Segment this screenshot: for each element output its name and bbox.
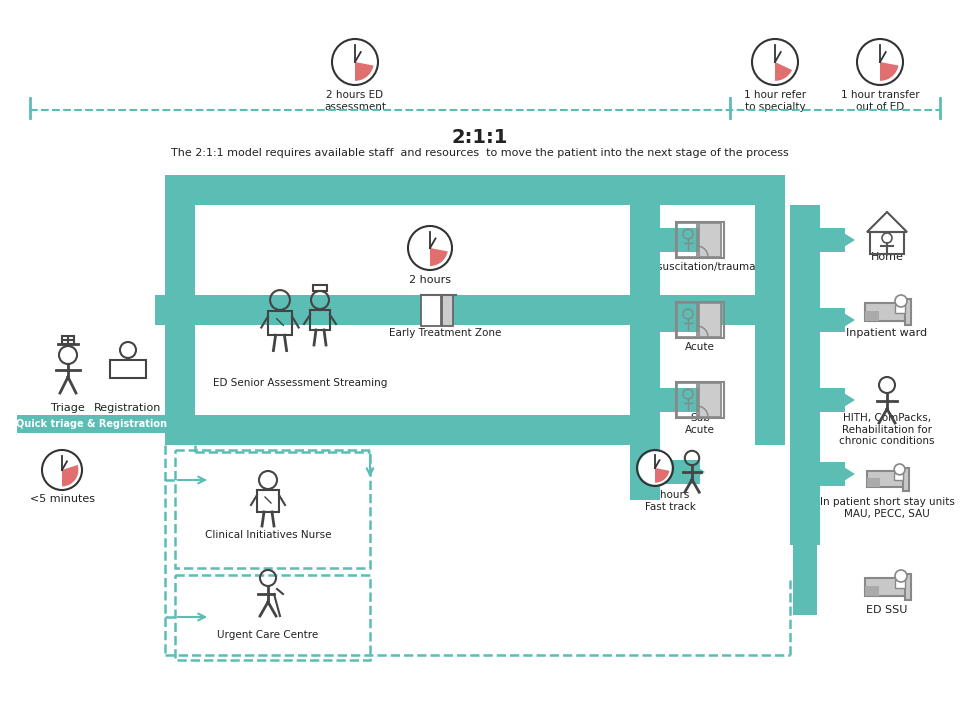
Polygon shape	[836, 388, 855, 412]
Wedge shape	[880, 62, 899, 81]
Circle shape	[895, 295, 907, 307]
Text: HITH, ComPacks,
Rehabilitation for
chronic conditions: HITH, ComPacks, Rehabilitation for chron…	[839, 413, 935, 446]
FancyBboxPatch shape	[155, 295, 200, 325]
FancyBboxPatch shape	[699, 223, 721, 257]
Text: Urgent Care Centre: Urgent Care Centre	[217, 630, 319, 640]
Polygon shape	[836, 228, 855, 252]
Text: ED Senior Assessment Streaming: ED Senior Assessment Streaming	[213, 378, 387, 388]
Wedge shape	[430, 248, 447, 266]
FancyBboxPatch shape	[867, 478, 879, 487]
FancyBboxPatch shape	[790, 467, 836, 481]
Text: Triage: Triage	[51, 403, 84, 413]
FancyBboxPatch shape	[442, 295, 453, 325]
Text: <5 minutes: <5 minutes	[30, 494, 94, 504]
FancyBboxPatch shape	[330, 302, 397, 318]
Polygon shape	[836, 308, 855, 332]
FancyBboxPatch shape	[699, 303, 721, 337]
Text: Sub
Acute: Sub Acute	[685, 413, 715, 435]
Polygon shape	[836, 462, 855, 486]
FancyBboxPatch shape	[790, 205, 820, 545]
Text: Home: Home	[871, 252, 903, 262]
FancyBboxPatch shape	[660, 388, 700, 412]
Circle shape	[859, 41, 901, 83]
FancyBboxPatch shape	[865, 311, 879, 321]
FancyBboxPatch shape	[660, 393, 685, 407]
Text: 2:1:1: 2:1:1	[452, 128, 508, 147]
FancyBboxPatch shape	[865, 303, 909, 321]
Polygon shape	[685, 228, 705, 252]
FancyBboxPatch shape	[895, 580, 905, 588]
FancyBboxPatch shape	[660, 313, 685, 327]
Wedge shape	[775, 62, 792, 81]
Text: Registration: Registration	[94, 403, 161, 413]
Wedge shape	[62, 465, 79, 487]
Circle shape	[894, 464, 905, 474]
FancyBboxPatch shape	[790, 388, 845, 412]
Text: The 2:1:1 model requires available staff  and resources  to move the patient int: The 2:1:1 model requires available staff…	[171, 148, 789, 158]
FancyBboxPatch shape	[867, 471, 907, 487]
FancyBboxPatch shape	[165, 175, 780, 205]
FancyBboxPatch shape	[903, 467, 908, 491]
FancyBboxPatch shape	[165, 415, 640, 445]
Text: Early Treatment Zone: Early Treatment Zone	[389, 328, 501, 338]
FancyBboxPatch shape	[790, 308, 845, 332]
Polygon shape	[685, 388, 705, 412]
Polygon shape	[795, 548, 815, 564]
FancyBboxPatch shape	[905, 299, 911, 325]
Text: 1 hour refer
to specialty: 1 hour refer to specialty	[744, 90, 806, 112]
FancyBboxPatch shape	[800, 564, 810, 580]
Text: 2 hours: 2 hours	[409, 275, 451, 285]
Circle shape	[410, 228, 450, 269]
Wedge shape	[355, 62, 373, 81]
Wedge shape	[655, 468, 669, 482]
Circle shape	[334, 41, 376, 83]
FancyBboxPatch shape	[660, 465, 685, 479]
Circle shape	[43, 451, 81, 488]
FancyBboxPatch shape	[660, 233, 685, 246]
FancyBboxPatch shape	[790, 233, 836, 246]
Text: 1 hour transfer
out of ED: 1 hour transfer out of ED	[841, 90, 920, 112]
FancyBboxPatch shape	[894, 473, 903, 480]
Text: Quick triage & Registration: Quick triage & Registration	[16, 419, 167, 429]
Polygon shape	[397, 296, 420, 324]
FancyBboxPatch shape	[490, 302, 558, 318]
FancyBboxPatch shape	[790, 313, 836, 327]
FancyBboxPatch shape	[799, 545, 811, 591]
FancyBboxPatch shape	[865, 586, 879, 596]
Circle shape	[638, 451, 672, 485]
Polygon shape	[793, 591, 817, 610]
Text: ED SSU: ED SSU	[866, 605, 908, 615]
Circle shape	[895, 570, 907, 582]
Text: Inpatient ward: Inpatient ward	[847, 328, 927, 338]
Text: 2 hours ED
assessment: 2 hours ED assessment	[324, 90, 386, 112]
FancyBboxPatch shape	[660, 460, 700, 484]
Polygon shape	[685, 308, 705, 332]
FancyBboxPatch shape	[905, 574, 911, 600]
FancyBboxPatch shape	[790, 393, 836, 407]
FancyBboxPatch shape	[755, 175, 785, 445]
FancyBboxPatch shape	[165, 175, 195, 420]
FancyBboxPatch shape	[699, 383, 721, 417]
FancyBboxPatch shape	[790, 462, 845, 486]
FancyBboxPatch shape	[195, 295, 755, 325]
FancyBboxPatch shape	[420, 295, 441, 325]
FancyBboxPatch shape	[660, 228, 700, 252]
FancyBboxPatch shape	[200, 302, 268, 318]
FancyBboxPatch shape	[865, 578, 909, 596]
Text: In patient short stay units
MAU, PECC, SAU: In patient short stay units MAU, PECC, S…	[820, 497, 954, 518]
Text: 2 hours
Fast track: 2 hours Fast track	[644, 490, 695, 512]
Text: Resuscitation/trauma: Resuscitation/trauma	[644, 262, 756, 272]
FancyBboxPatch shape	[895, 305, 905, 313]
Circle shape	[754, 41, 796, 83]
Polygon shape	[558, 296, 580, 324]
Polygon shape	[268, 296, 290, 324]
Text: Clinical Initiatives Nurse: Clinical Initiatives Nurse	[204, 530, 331, 540]
Polygon shape	[685, 460, 705, 484]
FancyBboxPatch shape	[660, 308, 700, 332]
FancyBboxPatch shape	[17, 415, 167, 433]
FancyBboxPatch shape	[790, 228, 845, 252]
Text: Acute: Acute	[685, 342, 715, 352]
FancyBboxPatch shape	[630, 205, 660, 500]
FancyBboxPatch shape	[793, 545, 817, 615]
